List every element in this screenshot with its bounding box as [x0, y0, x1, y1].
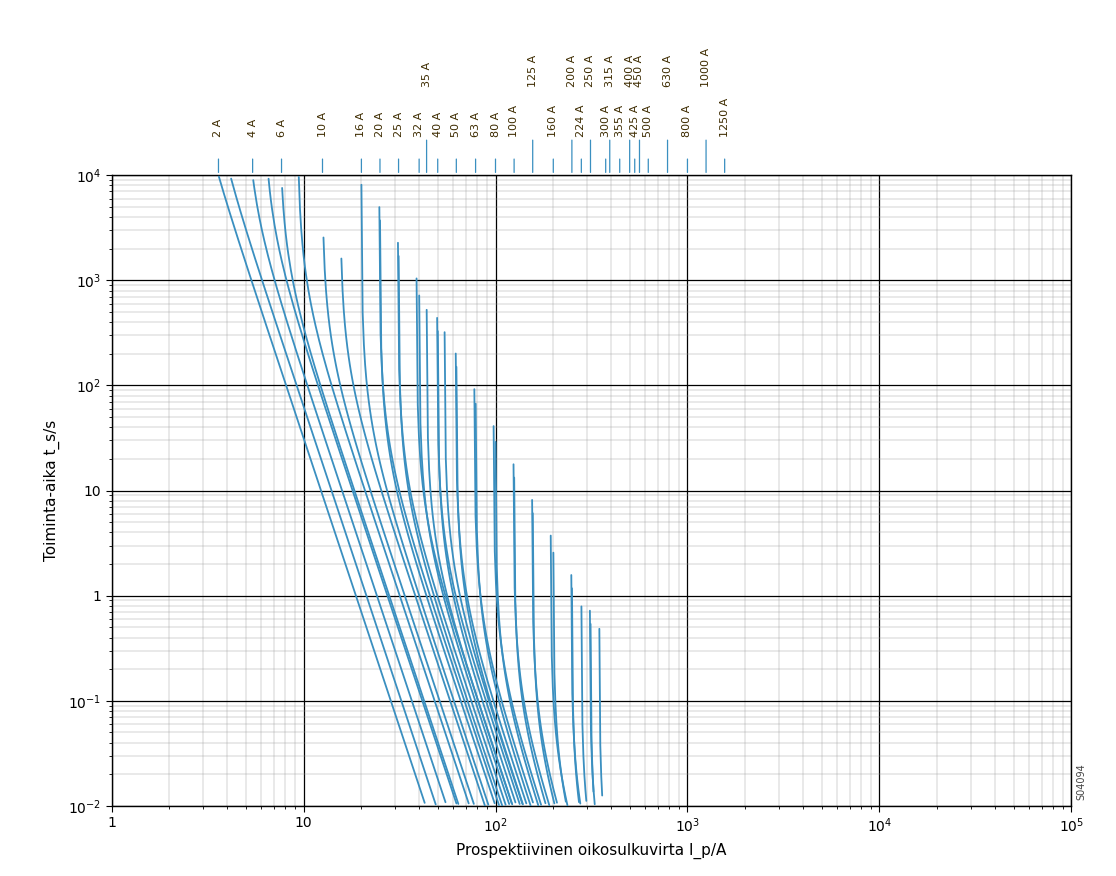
Text: 300 A: 300 A [600, 105, 610, 138]
Text: 35 A: 35 A [422, 62, 432, 87]
X-axis label: Prospektiivinen oikosulkuvirta I_p/A: Prospektiivinen oikosulkuvirta I_p/A [456, 844, 727, 859]
Text: 100 A: 100 A [509, 105, 519, 138]
Text: 50 A: 50 A [451, 112, 461, 138]
Text: 2 A: 2 A [213, 119, 223, 138]
Text: 500 A: 500 A [643, 105, 653, 138]
Y-axis label: Toiminta-aika t_s/s: Toiminta-aika t_s/s [44, 420, 59, 562]
Text: 450 A: 450 A [635, 54, 645, 87]
Text: 355 A: 355 A [615, 105, 625, 138]
Text: 32 A: 32 A [414, 112, 424, 138]
Text: 315 A: 315 A [605, 55, 615, 87]
Text: 16 A: 16 A [356, 112, 366, 138]
Text: 630 A: 630 A [663, 55, 673, 87]
Text: 10 A: 10 A [317, 112, 327, 138]
Text: 800 A: 800 A [683, 105, 692, 138]
Text: 125 A: 125 A [528, 54, 538, 87]
Text: 25 A: 25 A [394, 112, 404, 138]
Text: 80 A: 80 A [491, 112, 500, 138]
Text: 400 A: 400 A [625, 54, 635, 87]
Text: 250 A: 250 A [586, 54, 596, 87]
Text: S04094: S04094 [1076, 763, 1086, 800]
Text: 20 A: 20 A [375, 112, 385, 138]
Text: 160 A: 160 A [548, 105, 558, 138]
Text: 425 A: 425 A [629, 105, 639, 138]
Text: 1000 A: 1000 A [701, 48, 711, 87]
Text: 40 A: 40 A [433, 112, 443, 138]
Text: 63 A: 63 A [471, 112, 481, 138]
Text: 4 A: 4 A [248, 119, 258, 138]
Text: 224 A: 224 A [576, 105, 586, 138]
Text: 200 A: 200 A [567, 54, 577, 87]
Text: 1250 A: 1250 A [720, 98, 730, 138]
Text: 6 A: 6 A [277, 119, 287, 138]
